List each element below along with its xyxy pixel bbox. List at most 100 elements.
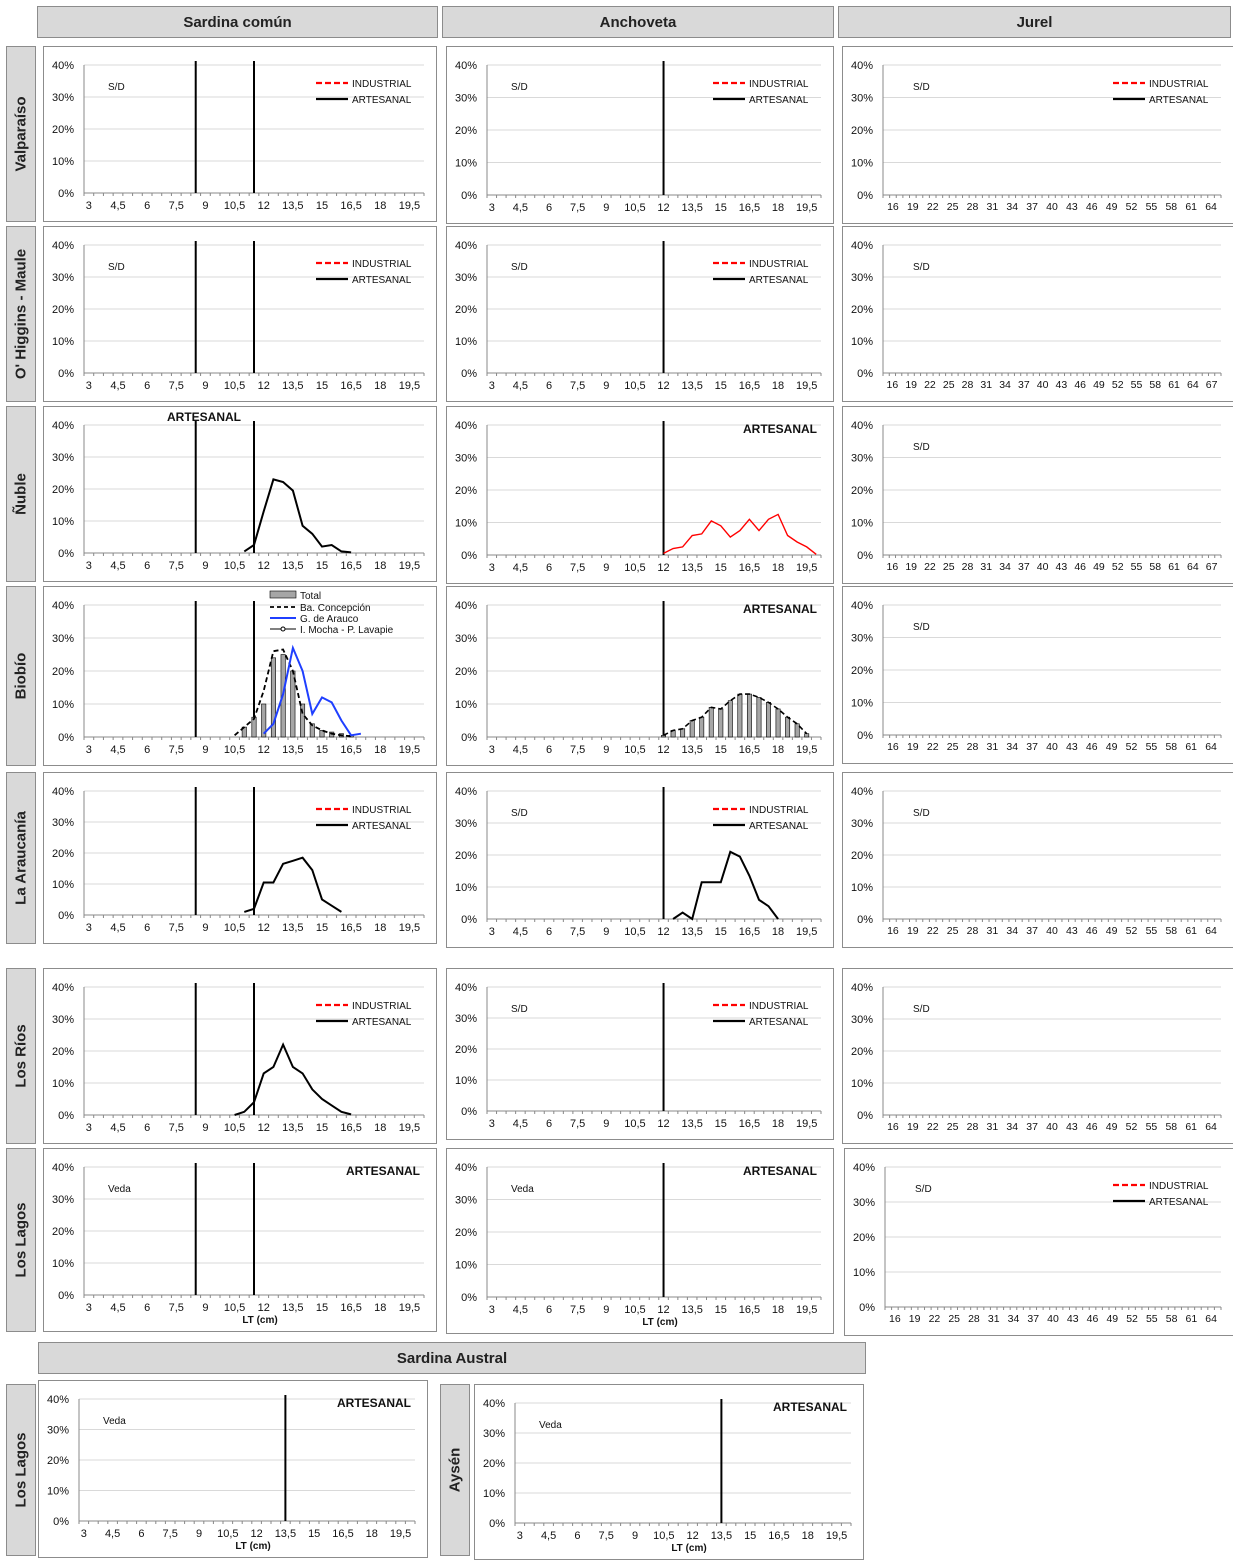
y-tick-label: 20% [52,304,74,316]
y-tick-label: 40% [52,600,74,612]
y-tick-label: 40% [47,1394,69,1406]
y-tick-label: 10% [483,1488,505,1500]
y-tick-label: 20% [851,304,873,316]
x-tick-label: 16,5 [340,380,361,392]
x-tick-label: 61 [1168,379,1180,391]
x-tick-label: 46 [1074,379,1086,391]
x-tick-label: 9 [202,560,208,572]
x-tick-label: 4,5 [513,1304,528,1316]
x-tick-label: 6 [546,202,552,214]
x-tick-label: 15 [316,1122,328,1134]
x-tick-label: 13,5 [681,926,702,938]
x-tick-label: 16,5 [739,1118,760,1130]
x-tick-label: 10,5 [217,1528,238,1540]
y-tick-label: 30% [52,452,74,464]
x-tick-label: 40 [1046,1121,1058,1133]
series-line-artesanal [243,856,342,913]
x-tick-label: 55 [1146,1313,1158,1325]
legend-label-industrial: INDUSTRIAL [352,259,412,270]
bar-artesanal [737,693,743,738]
chart-title-artesanal: ARTESANAL [773,1400,847,1414]
chart-panel-an_araucania: 0% 10% 20% 30% 40% 3 4,5 6 7,5 9 10,5 12 13,5 15 16,5 1… [446,772,834,948]
x-tick-label: 15 [316,1302,328,1314]
y-tick-label: 20% [52,1046,74,1058]
y-tick-label: 0% [857,368,873,380]
x-tick-label: 4,5 [105,1528,120,1540]
sd-note: S/D [511,82,528,93]
y-tick-label: 10% [851,1078,873,1090]
x-tick-label: 16,5 [340,200,361,212]
y-tick-label: 20% [52,124,74,136]
x-tick-label: 16,5 [739,562,760,574]
y-tick-label: 0% [461,1292,477,1304]
x-tick-label: 7,5 [169,922,184,934]
chart-panel-sc_losrios: 0% 10% 20% 30% 40% 3 4,5 6 7,5 9 10,5 12 13,5 15 16,5 1… [43,968,437,1144]
x-tick-label: 40 [1046,741,1058,753]
y-tick-label: 0% [857,1110,873,1122]
y-tick-label: 0% [58,548,74,560]
y-tick-label: 20% [851,850,873,862]
legend-label-g-arauco: G. de Arauco [300,614,359,625]
x-tick-label: 58 [1165,201,1177,213]
y-tick-label: 30% [52,633,74,645]
x-tick-label: 10,5 [224,200,245,212]
chart-panel-sc_loslagos: 0% 10% 20% 30% 40% 3 4,5 6 7,5 9 10,5 12 13,5 15 16,5 1… [43,1148,437,1332]
x-tick-label: 19 [909,1313,921,1325]
x-tick-label: 67 [1206,561,1218,573]
x-tick-label: 22 [924,561,936,573]
chart-svg-an_nuble: 0% 10% 20% 30% 40% 3 4,5 6 7,5 9 10,5 12 13,5 15 16,5 1… [455,420,822,574]
x-tick-label: 61 [1185,741,1197,753]
x-tick-label: 19,5 [796,926,817,938]
x-tick-label: 10,5 [224,1122,245,1134]
y-tick-label: 40% [52,1162,74,1174]
x-tick-label: 12 [686,1530,698,1542]
bar-total [319,730,325,738]
x-tick-label: 3 [489,562,495,574]
x-tick-label: 7,5 [599,1530,614,1542]
x-tick-label: 16,5 [340,744,361,756]
x-tick-label: 10,5 [224,922,245,934]
x-tick-label: 58 [1165,741,1177,753]
y-tick-label: 30% [455,453,477,465]
x-tick-label: 7,5 [570,562,585,574]
x-tick-label: 4,5 [513,744,528,756]
chart-svg-ju_nuble: 0% 10% 20% 30% 40% 16 19 22 25 28 31 34 37 40 43 46 49 52… [851,420,1222,573]
x-tick-label: 7,5 [570,744,585,756]
x-tick-label: 9 [196,1528,202,1540]
x-tick-label: 31 [987,201,999,213]
y-tick-label: 20% [47,1455,69,1467]
x-tick-label: 43 [1067,1313,1079,1325]
y-tick-label: 10% [52,1258,74,1270]
x-tick-label: 13,5 [681,380,702,392]
bar-artesanal [746,693,752,738]
x-tick-label: 9 [632,1530,638,1542]
x-tick-label: 34 [999,561,1011,573]
x-tick-label: 6 [144,200,150,212]
x-tick-label: 10,5 [653,1530,674,1542]
bar-artesanal [718,708,724,738]
x-tick-label: 28 [962,561,974,573]
x-tick-label: 25 [947,925,959,937]
x-tick-label: 15 [715,380,727,392]
x-tick-label: 37 [1018,379,1030,391]
legend-label-artesanal: ARTESANAL [352,1017,412,1028]
x-tick-label: 4,5 [513,926,528,938]
x-tick-label: 13,5 [681,744,702,756]
x-tick-label: 58 [1149,561,1161,573]
y-tick-label: 30% [455,1013,477,1025]
y-tick-label: 10% [455,1075,477,1087]
x-tick-label: 6 [546,380,552,392]
legend-label-artesanal: ARTESANAL [352,95,412,106]
x-tick-label: 15 [316,560,328,572]
x-tick-label: 58 [1166,1313,1178,1325]
y-tick-label: 0% [461,368,477,380]
y-tick-label: 20% [455,1227,477,1239]
y-tick-label: 0% [58,910,74,922]
chart-panel-sa_aysen: 0% 10% 20% 30% 40% 3 4,5 6 7,5 9 10,5 12 13,5 15 16,5 1… [474,1384,864,1560]
x-tick-label: 18 [374,380,386,392]
legend-label-industrial: INDUSTRIAL [749,259,809,270]
chart-svg-sc_losrios: 0% 10% 20% 30% 40% 3 4,5 6 7,5 9 10,5 12 13,5 15 16,5 1… [52,982,425,1134]
x-tick-label: 13,5 [681,202,702,214]
x-tick-label: 18 [374,744,386,756]
x-tick-label: 19,5 [399,1122,420,1134]
